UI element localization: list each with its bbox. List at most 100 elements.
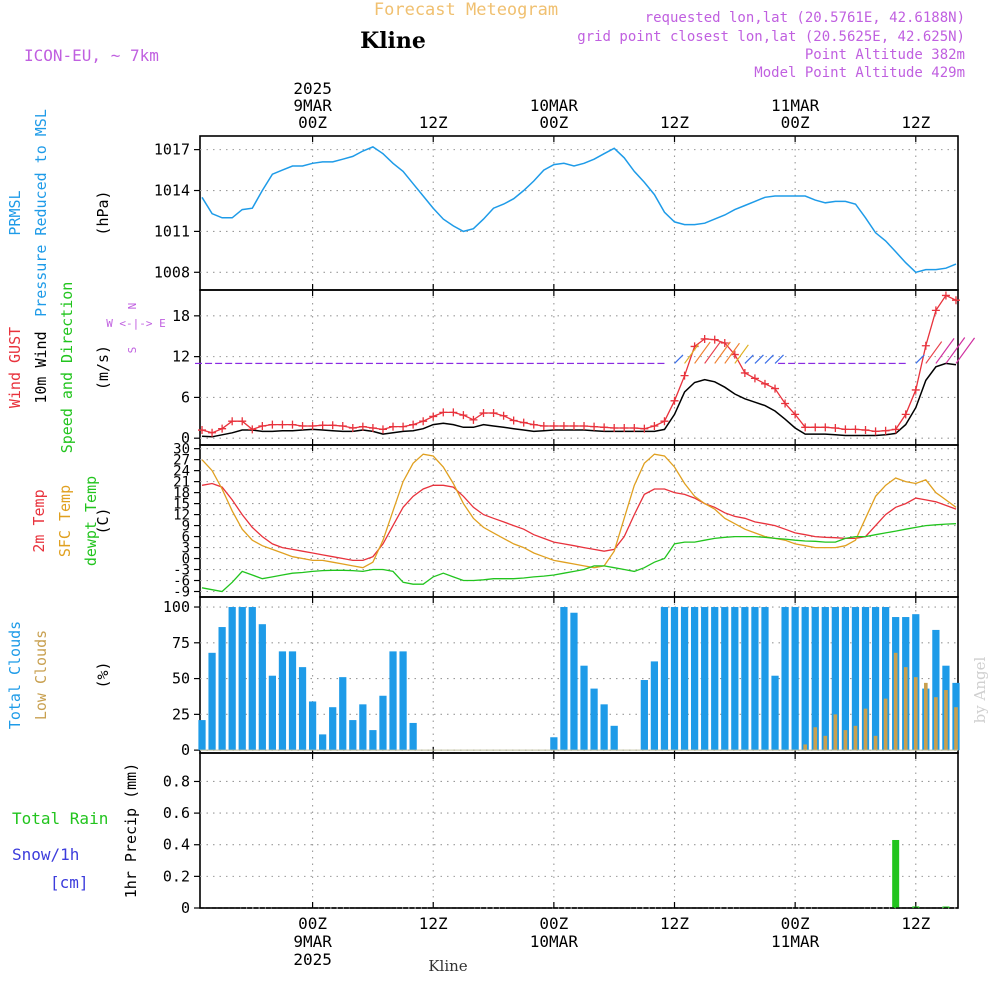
- gust-marker: [650, 421, 659, 430]
- gust-marker: [660, 417, 669, 426]
- total-cloud-bar: [228, 607, 236, 751]
- total-cloud-bar: [811, 607, 819, 751]
- total-cloud-bar: [198, 720, 206, 751]
- total-cloud-bar: [359, 704, 367, 751]
- y-axis-label: (hPa): [94, 190, 112, 235]
- low-cloud-bar: [944, 690, 948, 751]
- panel-1: [199, 135, 959, 291]
- gust-marker: [841, 425, 850, 434]
- y-tick-label: 0: [181, 741, 190, 759]
- total-cloud-bar: [319, 734, 327, 751]
- gust-marker: [590, 422, 599, 431]
- time-label-top: 00Z: [781, 113, 810, 132]
- total-cloud-bar: [701, 607, 709, 751]
- legend-total-rain: Total Rain: [12, 809, 108, 828]
- wind-direction-arrow: [915, 354, 925, 364]
- low-cloud-bar: [843, 730, 848, 751]
- gust-marker: [791, 410, 800, 419]
- gust-marker: [580, 421, 589, 430]
- total-cloud-bar: [841, 607, 850, 751]
- compass-axis: W <-|-> E: [106, 317, 166, 330]
- gust-marker: [539, 421, 548, 430]
- total-cloud-bar: [721, 607, 729, 751]
- time-label-bottom: 00Z: [539, 914, 568, 933]
- y-axis-label: (%): [94, 661, 112, 688]
- y-tick-label: 1008: [154, 263, 190, 281]
- wind-direction-arrow: [925, 341, 943, 364]
- gust-marker: [298, 421, 307, 430]
- wind-direction-arrow: [935, 337, 955, 364]
- time-label-top: 12Z: [901, 113, 930, 132]
- total-cloud-bar: [248, 607, 256, 751]
- y-tick-label: 0.2: [163, 867, 190, 885]
- gust-marker: [730, 350, 739, 359]
- total-cloud-bar: [680, 607, 689, 751]
- total-cloud-bar: [308, 701, 317, 751]
- legend-snow-unit: [cm]: [50, 873, 89, 892]
- total-cloud-bar: [298, 667, 307, 751]
- gust-marker: [348, 424, 357, 433]
- wind-direction-arrow: [694, 341, 711, 364]
- y-tick-label: 0: [181, 899, 190, 917]
- wind-direction-arrow: [674, 354, 684, 364]
- low-cloud-bar: [883, 698, 888, 751]
- gust-marker: [710, 335, 719, 344]
- gust-marker: [368, 424, 377, 433]
- gust-marker: [640, 424, 649, 433]
- gust-marker: [951, 296, 960, 305]
- gust-marker: [208, 428, 217, 437]
- y-tick-label: 6: [182, 530, 190, 546]
- y-tick-label: 15: [173, 497, 190, 513]
- wind-direction-arrow: [744, 354, 754, 364]
- total-cloud-bar: [379, 695, 387, 751]
- total-cloud-bar: [590, 688, 598, 751]
- y-tick-label: 30: [173, 442, 190, 458]
- total-cloud-bar: [640, 680, 648, 751]
- gust-marker: [509, 416, 518, 425]
- gust-marker: [831, 424, 840, 433]
- model-label: ICON-EU, ~ 7km: [24, 46, 159, 65]
- wind-direction-arrow: [754, 354, 764, 364]
- gust-marker: [288, 420, 297, 429]
- gust-marker: [921, 341, 930, 350]
- total-cloud-bar: [218, 627, 226, 751]
- time-label-top: 10MAR: [530, 96, 579, 115]
- total-cloud-bar: [771, 675, 779, 751]
- gust-marker: [449, 408, 458, 417]
- info-model-altitude: Model Point Altitude 429m: [754, 65, 965, 81]
- gust-marker: [248, 425, 257, 434]
- wind-direction-arrow: [955, 337, 976, 364]
- wind-direction-arrow: [724, 342, 740, 364]
- temp-2m-line: [201, 482, 957, 562]
- gust-marker: [479, 409, 488, 418]
- gust-marker: [529, 420, 538, 429]
- panel-frame: [199, 135, 959, 291]
- gust-marker: [811, 423, 820, 432]
- total-cloud-bar: [600, 704, 608, 751]
- legend-snow: Snow/1h: [12, 845, 79, 864]
- low-cloud-bar: [934, 697, 938, 751]
- time-label-top: 00Z: [298, 113, 327, 132]
- time-label-bottom: 12Z: [901, 914, 930, 933]
- total-cloud-bar: [550, 737, 558, 751]
- total-cloud-bar: [932, 629, 940, 751]
- wind-gust-line: [201, 294, 957, 434]
- gust-marker: [871, 427, 880, 436]
- total-cloud-bar: [369, 730, 377, 751]
- wind-direction-arrow: [704, 341, 722, 364]
- gust-marker: [891, 425, 900, 434]
- y-tick-label: 0.4: [163, 836, 190, 854]
- y-tick-label: 3: [182, 541, 190, 557]
- time-label-bottom: 11MAR: [771, 932, 820, 951]
- y-tick-label: 6: [181, 388, 190, 406]
- total-cloud-bar: [389, 651, 397, 751]
- time-label-top: 12Z: [419, 113, 448, 132]
- y-axis-panel-5: 0 0.2 0.4 0.6 0.8: [163, 772, 958, 917]
- wind-direction-arrow: [684, 343, 699, 364]
- gust-marker: [911, 385, 920, 394]
- total-cloud-bar: [670, 607, 679, 751]
- total-cloud-bar: [881, 607, 890, 751]
- total-cloud-bar: [821, 607, 829, 751]
- dewpoint-line: [201, 523, 957, 593]
